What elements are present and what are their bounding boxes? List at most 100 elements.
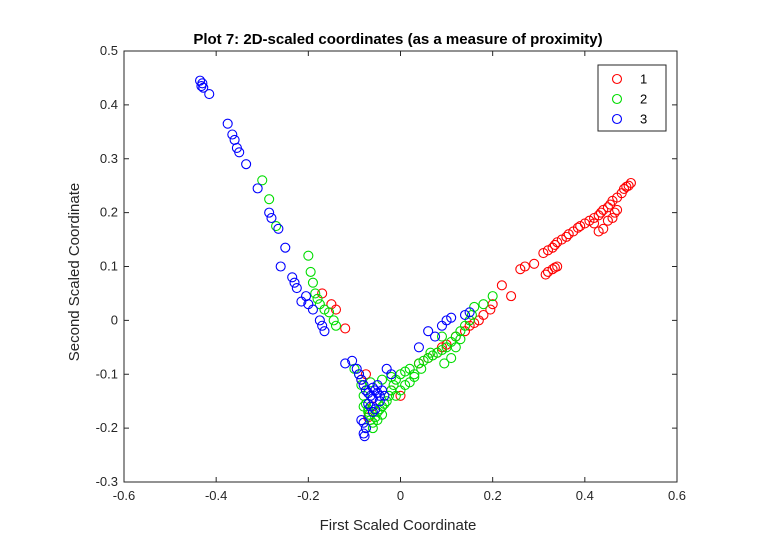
data-point bbox=[446, 312, 457, 323]
data-point bbox=[367, 382, 378, 393]
data-point bbox=[386, 371, 397, 382]
axes-box bbox=[123, 50, 678, 483]
data-point bbox=[588, 218, 600, 229]
data-point bbox=[257, 175, 268, 186]
data-point bbox=[287, 272, 298, 283]
data-point bbox=[464, 307, 475, 318]
data-point bbox=[370, 404, 381, 415]
data-point bbox=[515, 264, 526, 275]
data-point bbox=[372, 414, 383, 426]
y-tick-label: 0.2 bbox=[100, 205, 118, 220]
data-point bbox=[340, 358, 351, 369]
data-point bbox=[485, 304, 496, 315]
y-tick-label: 0 bbox=[111, 312, 118, 327]
data-point bbox=[359, 431, 370, 442]
data-point bbox=[303, 250, 314, 261]
y-tick-label: -0.1 bbox=[96, 366, 118, 381]
data-point bbox=[529, 258, 540, 269]
series-3 bbox=[194, 75, 475, 442]
data-point bbox=[264, 207, 275, 218]
data-point bbox=[549, 239, 560, 250]
data-point bbox=[506, 291, 517, 302]
x-tick-label: -0.6 bbox=[113, 488, 135, 503]
data-point bbox=[351, 363, 362, 374]
x-tick-label: 0.6 bbox=[668, 488, 686, 503]
data-point bbox=[377, 385, 388, 396]
data-point bbox=[379, 390, 390, 401]
legend-box bbox=[597, 64, 667, 132]
legend-marker bbox=[611, 93, 623, 105]
y-tick-label: 0.1 bbox=[100, 259, 118, 274]
data-point bbox=[317, 320, 328, 331]
data-point bbox=[241, 159, 252, 170]
data-point bbox=[439, 358, 450, 369]
legend-label: 2 bbox=[640, 92, 647, 107]
data-point bbox=[478, 299, 489, 310]
legend-marker bbox=[611, 113, 623, 125]
data-point bbox=[612, 204, 623, 215]
data-point bbox=[227, 129, 238, 140]
data-point bbox=[271, 221, 282, 232]
data-point bbox=[324, 307, 335, 318]
data-point bbox=[360, 423, 371, 434]
data-point bbox=[487, 291, 498, 302]
chart-title: Plot 7: 2D-scaled coordinates (as a meas… bbox=[193, 31, 602, 48]
y-tick-label: 0.5 bbox=[100, 43, 118, 58]
data-point bbox=[395, 390, 406, 401]
x-tick-label: -0.2 bbox=[297, 488, 319, 503]
data-point bbox=[423, 326, 434, 337]
x-tick-label: 0.4 bbox=[576, 488, 594, 503]
data-point bbox=[430, 331, 441, 342]
data-point bbox=[266, 212, 277, 224]
data-point bbox=[314, 315, 325, 326]
data-point bbox=[409, 371, 420, 382]
data-point bbox=[291, 282, 302, 294]
data-point bbox=[563, 229, 574, 240]
data-point bbox=[328, 315, 339, 326]
data-point bbox=[356, 414, 367, 426]
data-point bbox=[358, 379, 369, 391]
data-point bbox=[307, 304, 318, 315]
data-point bbox=[370, 412, 381, 423]
y-tick-label: -0.3 bbox=[96, 474, 118, 489]
data-point bbox=[374, 390, 385, 401]
data-point bbox=[196, 80, 207, 92]
legend-label: 3 bbox=[640, 112, 647, 127]
data-point bbox=[198, 82, 209, 93]
legend-marker bbox=[611, 73, 623, 85]
data-point bbox=[609, 207, 620, 218]
data-point bbox=[605, 199, 616, 210]
data-point bbox=[425, 347, 436, 358]
data-point bbox=[593, 226, 604, 237]
data-point bbox=[222, 118, 233, 129]
data-point bbox=[363, 398, 374, 409]
data-point bbox=[386, 369, 397, 380]
data-point bbox=[330, 320, 342, 331]
data-point bbox=[552, 261, 563, 272]
data-point bbox=[365, 377, 376, 388]
data-point bbox=[416, 363, 427, 374]
data-point bbox=[273, 223, 284, 234]
x-tick-label: 0.2 bbox=[484, 488, 502, 503]
data-points bbox=[194, 75, 636, 442]
data-point bbox=[390, 390, 401, 401]
data-point bbox=[409, 369, 420, 380]
x-tick-label: -0.4 bbox=[205, 488, 227, 503]
y-tick-label: -0.2 bbox=[96, 420, 118, 435]
y-axis-label: Second Scaled Coordinate bbox=[66, 183, 83, 361]
data-point bbox=[319, 326, 330, 337]
data-point bbox=[305, 266, 316, 277]
data-point bbox=[264, 194, 275, 205]
legend: 1 2 3 bbox=[597, 64, 667, 132]
data-point bbox=[413, 342, 424, 353]
data-point bbox=[194, 75, 206, 86]
data-point bbox=[353, 369, 365, 380]
data-point bbox=[275, 261, 286, 272]
data-point bbox=[602, 215, 613, 226]
plot-area bbox=[124, 51, 677, 482]
data-point bbox=[450, 342, 461, 353]
y-tick-label: 0.3 bbox=[100, 151, 118, 166]
data-point bbox=[234, 147, 245, 158]
data-point bbox=[280, 242, 291, 253]
